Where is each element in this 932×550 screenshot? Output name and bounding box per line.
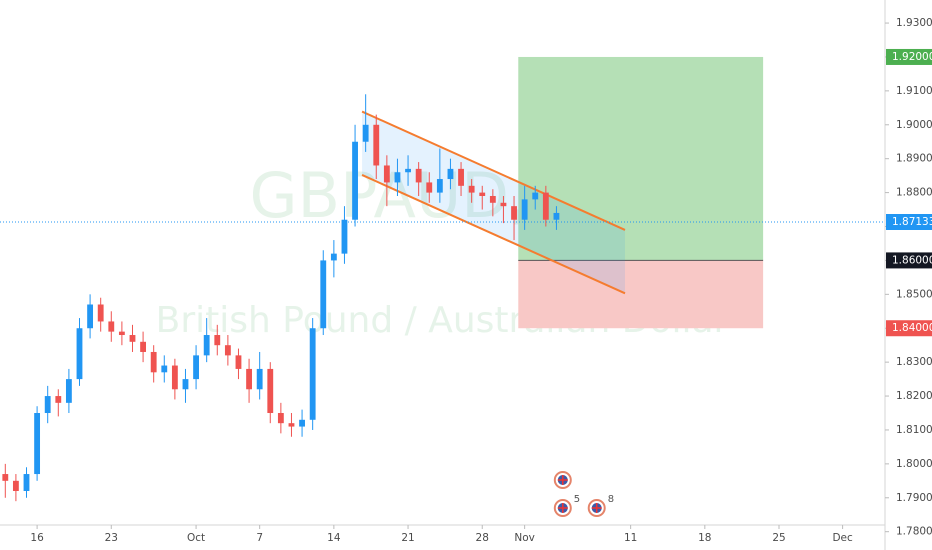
y-tick-label: 1.79000 — [896, 492, 932, 504]
candle-body — [65, 379, 72, 403]
candle-body — [34, 413, 41, 475]
candle-body — [2, 474, 9, 481]
candle-body — [288, 423, 295, 427]
candle-body — [108, 321, 115, 332]
candle-body — [542, 192, 549, 220]
candle-body — [246, 368, 252, 390]
x-tick-label: 14 — [327, 532, 341, 544]
candle-body — [235, 355, 242, 369]
candle-body — [468, 185, 475, 193]
y-tick-label: 1.78000 — [896, 526, 932, 538]
x-tick-label: 18 — [698, 532, 711, 544]
candle-body — [341, 219, 348, 254]
x-tick-label: 11 — [624, 532, 637, 544]
candle-body — [277, 413, 284, 424]
last-price-label: 1.87133 — [892, 216, 932, 228]
candle-body — [140, 341, 146, 352]
candle-body — [161, 365, 168, 373]
candle-body — [12, 480, 19, 491]
channel-upper — [361, 110, 626, 231]
candle-body — [447, 168, 454, 180]
candle-body — [436, 179, 443, 193]
profit-zone — [518, 56, 764, 261]
candle-body — [203, 335, 210, 356]
x-tick-label: 7 — [256, 532, 263, 544]
last-price-badge — [886, 214, 932, 231]
candle-body — [129, 335, 136, 342]
y-tick-label: 1.80000 — [896, 458, 932, 470]
candle-body — [55, 396, 62, 403]
candle-body — [415, 168, 422, 183]
event-count: 8 — [608, 494, 614, 505]
price-badge — [886, 252, 932, 269]
candle-body — [150, 351, 157, 373]
candle-body — [309, 328, 316, 420]
candle-body — [299, 419, 305, 427]
y-tick-label: 1.82000 — [896, 390, 932, 402]
candle-body — [394, 172, 401, 183]
x-tick-label: Nov — [514, 532, 535, 544]
candle-body — [373, 124, 380, 166]
x-tick-label: 16 — [30, 532, 44, 544]
candle-body — [267, 368, 274, 414]
price-badge-label: 1.86000 — [892, 254, 932, 266]
price-badge — [886, 320, 932, 337]
candle-body — [76, 328, 83, 380]
y-tick-label: 1.85000 — [896, 288, 932, 300]
price-badge — [886, 48, 932, 65]
candle-body — [330, 253, 337, 261]
y-tick-label: 1.91000 — [896, 85, 932, 97]
candle-body — [214, 335, 221, 346]
y-tick-label: 1.93000 — [896, 17, 932, 29]
candle-body — [521, 199, 528, 220]
candle-body — [182, 379, 189, 390]
candle-body — [479, 192, 486, 196]
x-tick-label: 28 — [476, 532, 489, 544]
candle-body — [171, 365, 178, 390]
candle-body — [44, 396, 51, 414]
candle-body — [23, 474, 30, 491]
candle-body — [458, 168, 464, 186]
x-tick-label: Dec — [832, 532, 853, 544]
candle-body — [193, 355, 199, 380]
candle-body — [97, 304, 104, 322]
candle-body — [383, 165, 390, 183]
candle-body — [352, 141, 358, 220]
x-tick-label: 21 — [401, 532, 414, 544]
candle-body — [500, 202, 507, 207]
candle-body — [118, 331, 125, 336]
x-tick-label: 25 — [772, 532, 785, 544]
x-tick-label: Oct — [187, 532, 205, 544]
channel-lower — [361, 174, 626, 295]
y-tick-label: 1.88000 — [896, 187, 932, 199]
y-tick-label: 1.90000 — [896, 119, 932, 131]
candle-body — [256, 368, 263, 390]
x-tick-label: 23 — [105, 532, 118, 544]
candle-body — [553, 212, 560, 220]
candle-body — [532, 192, 539, 200]
price-badge-label: 1.84000 — [892, 322, 932, 334]
price-badge-label: 1.92000 — [892, 51, 932, 63]
loss-zone — [518, 260, 764, 329]
candle-body — [87, 304, 94, 329]
candle-body — [405, 168, 411, 173]
candle-body — [489, 195, 496, 203]
candle-body — [511, 206, 517, 220]
y-tick-label: 1.89000 — [896, 153, 932, 165]
candle-body — [224, 345, 231, 356]
y-tick-label: 1.83000 — [896, 356, 932, 368]
candle-body — [426, 182, 433, 193]
event-count: 5 — [574, 494, 580, 505]
candle-body — [320, 260, 327, 329]
y-tick-label: 1.81000 — [896, 424, 932, 436]
candle-body — [362, 124, 369, 142]
